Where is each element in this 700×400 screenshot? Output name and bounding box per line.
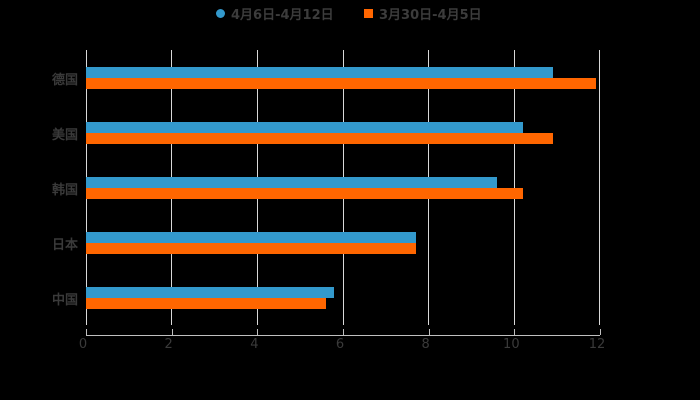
x-tick: [86, 329, 87, 335]
gridline: [514, 50, 515, 325]
bar-previous-week[interactable]: [86, 133, 553, 144]
category-label: 韩国: [51, 183, 78, 198]
legend-label: 4月6日-4月12日: [231, 7, 334, 23]
legend-marker-square-icon: [364, 8, 373, 18]
x-tick-label: 0: [78, 337, 88, 352]
bar-current-week[interactable]: [86, 232, 416, 243]
category-label: 日本: [51, 238, 78, 253]
legend-item-series-1[interactable]: 4月6日-4月12日: [216, 4, 334, 23]
bar-current-week[interactable]: [86, 122, 523, 133]
bar-current-week[interactable]: [86, 287, 335, 298]
x-tick: [514, 329, 516, 335]
legend-item-series-2[interactable]: 3月30日-4月5日: [364, 4, 482, 23]
gridline: [599, 50, 600, 325]
legend-label: 3月30日-4月5日: [379, 7, 482, 23]
category-label: 中国: [51, 293, 78, 308]
x-tick: [600, 329, 601, 335]
legend-marker-circle-icon: [216, 8, 225, 18]
x-tick: [428, 329, 430, 335]
x-tick-label: 12: [588, 337, 606, 352]
bar-previous-week[interactable]: [86, 78, 596, 89]
bar-previous-week[interactable]: [86, 188, 523, 199]
x-tick-label: 4: [250, 337, 259, 352]
category-label: 美国: [51, 128, 78, 143]
x-tick-label: 6: [335, 337, 345, 352]
x-tick: [171, 329, 173, 335]
legend: 4月6日-4月12日 3月30日-4月5日: [0, 4, 700, 23]
x-tick-label: 10: [503, 337, 520, 352]
bar-previous-week[interactable]: [86, 298, 326, 309]
x-tick: [343, 329, 344, 335]
x-tick-label: 8: [421, 337, 430, 352]
x-tick-label: 2: [164, 337, 173, 352]
x-axis-line: [86, 335, 600, 336]
bar-current-week[interactable]: [86, 177, 498, 188]
category-label: 德国: [51, 73, 78, 88]
bar-previous-week[interactable]: [86, 243, 416, 254]
bar-current-week[interactable]: [86, 67, 553, 78]
x-tick: [257, 329, 259, 335]
